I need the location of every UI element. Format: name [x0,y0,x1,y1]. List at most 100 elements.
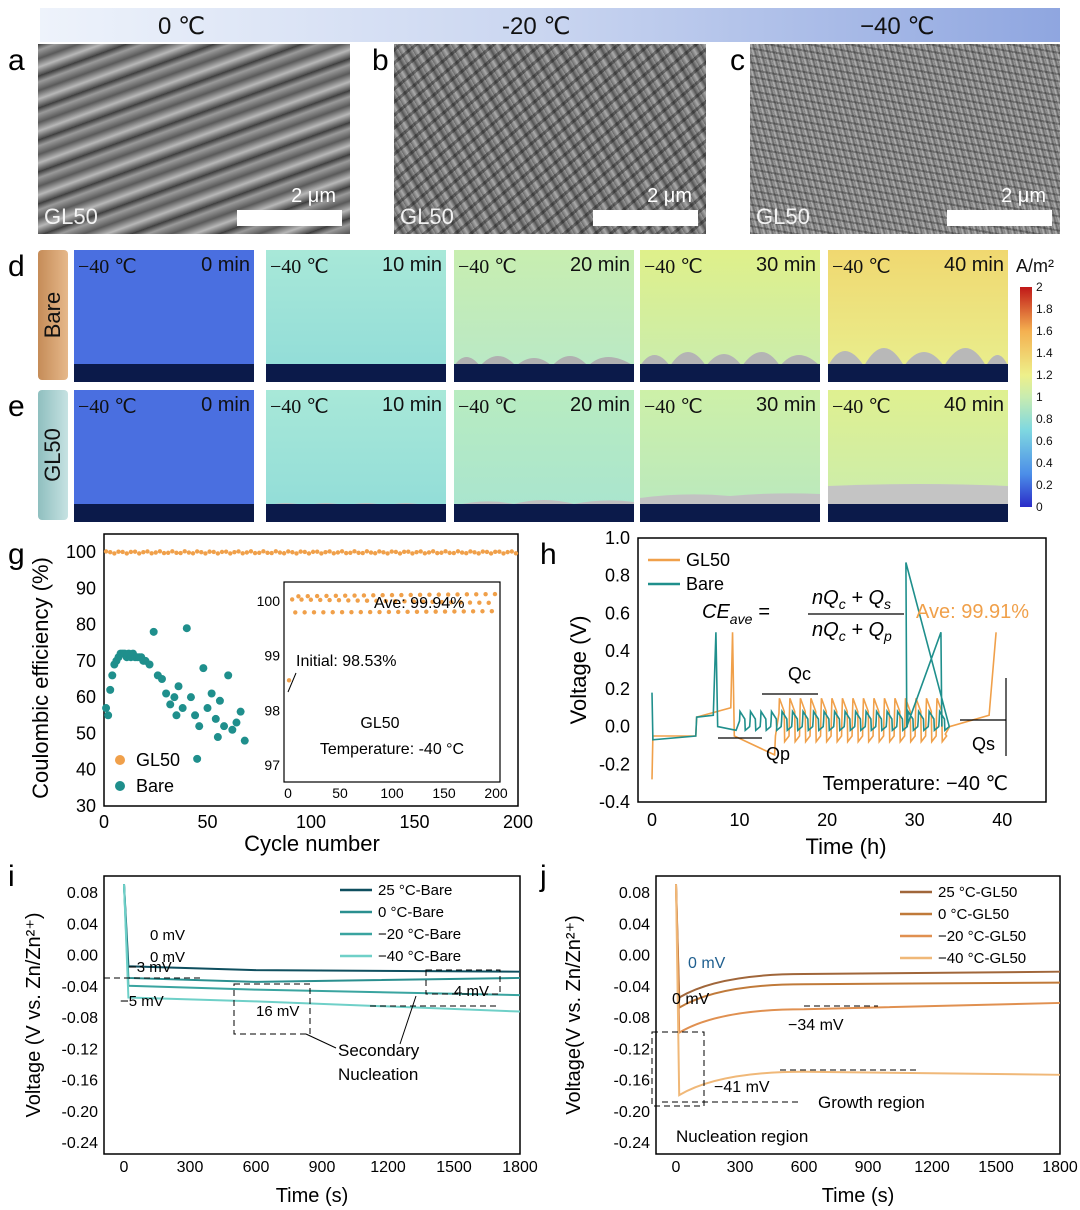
colorbar-tick: 1.8 [1036,302,1053,316]
panel-label-g: g [8,538,25,571]
inset-point [477,600,482,605]
data-point-gl50 [439,550,444,555]
y-tick-label: 0.08 [67,885,98,902]
ann-34mv: −34 mV [788,1017,844,1034]
x-tick-label: 1500 [978,1159,1014,1176]
data-point-gl50 [360,550,365,556]
row-tag-label: GL50 [40,428,65,482]
plot-frame [655,875,1061,1155]
inset-point [417,592,423,598]
data-point-gl50 [389,549,394,554]
legend-label-gl50: GL50 [686,550,730,570]
data-point-gl50 [476,551,481,556]
sem-image-20c: GL50 2 μm [394,44,706,234]
inset-point [389,592,395,598]
inset-point [464,592,470,597]
y-tick-label: -0.08 [62,1010,99,1027]
inset-point [455,592,460,597]
x-tick-label: 150 [399,812,429,832]
y-tick-label: -0.08 [614,1010,651,1027]
inset-point [467,600,473,605]
inset-point [489,608,495,614]
x-tick-label: 100 [380,785,404,801]
data-point-gl50 [236,549,241,554]
inset-point [374,598,379,604]
chart-h: -0.4 -0.2 0.0 0.2 0.4 0.6 0.8 1.0 0 10 20 30 40 Vol… [566,528,1047,859]
x-tick-label: 0 [120,1159,129,1176]
x-axis-label: Time (h) [805,834,886,859]
y-tick-label: -0.2 [599,754,630,774]
data-point-gl50 [509,549,514,554]
zn-substrate [828,364,1008,382]
scale-bar-label: 2 μm [1001,185,1046,207]
data-point-gl50 [298,549,303,554]
series-line [675,884,1061,1010]
y-tick-label: 97 [264,757,280,773]
inset-point [439,599,445,605]
sim-bare-10min: −40 ℃ 10 min [266,250,446,382]
sim-gl50-0min: −40 ℃ 0 min [74,390,254,522]
data-point-bare [195,722,204,731]
data-point-bare [215,696,224,705]
data-point-gl50 [153,550,158,555]
y-tick-label: 100 [257,593,281,609]
colorbar-tick: 0.8 [1036,412,1053,426]
data-point-bare [193,754,202,763]
ann-0mv-1: 0 mV [688,955,726,972]
data-point-gl50 [178,550,183,556]
sem-image-40c: GL50 2 μm [750,44,1060,234]
ann-3mv: −3 mV [128,959,172,976]
sim-time: 30 min [755,394,816,416]
panel-label-c: c [730,44,745,77]
data-point-gl50 [261,549,266,554]
ave-label: Ave: 99.91% [916,601,1029,623]
data-point-gl50 [385,551,390,556]
data-point-gl50 [352,549,357,554]
data-point-bare [240,736,249,745]
x-tick-label: 10 [730,810,750,830]
data-point-bare [220,722,229,731]
y-tick-label: 80 [76,615,96,635]
data-point-gl50 [161,550,167,556]
data-point-bare [203,704,212,713]
x-tick-label: 50 [332,785,348,801]
x-tick-label: 0 [672,1159,681,1176]
data-point-gl50 [215,551,221,556]
data-point-bare [102,704,111,713]
scale-bar [593,210,698,226]
annotation-boxes [651,1005,920,1107]
chart-j: 0.08 0.04 0.00 -0.04 -0.08 -0.12 -0.16 -0.20 -0.… [563,875,1078,1207]
sim-bare-0min: −40 ℃ 0 min [74,250,254,382]
data-point-bare [199,664,208,673]
colorbar-tick: 1.2 [1036,368,1053,382]
inset-temperature: Temperature: -40 °C [320,741,464,758]
data-point-gl50 [182,549,187,554]
colorbar-tick: 0 [1036,500,1043,514]
panel-label-a: a [8,44,25,77]
data-point-gl50 [468,549,473,554]
inset-point [474,592,479,597]
inset-initial-arrow [287,672,297,693]
data-point-gl50 [269,550,274,556]
data-point-gl50 [331,551,336,556]
plot-frame [103,533,519,807]
data-point-gl50 [145,549,150,554]
y-tick-label: 99 [264,648,280,664]
y-tick-label: 0.6 [605,603,630,623]
sim-time: 20 min [569,254,630,276]
inset-point [305,593,310,599]
data-point-gl50 [430,549,436,554]
data-point-gl50 [397,551,403,556]
ann-0mv-2: 0 mV [150,949,185,966]
inset-point [386,609,392,615]
data-point-gl50 [348,550,353,555]
inset-point [299,597,304,602]
data-point-gl50 [165,550,171,556]
inset-point [349,609,354,615]
inset-point [289,597,295,602]
data-point-gl50 [426,550,432,555]
inset-point [346,598,351,603]
y-tick-label: 98 [264,702,280,718]
inset-point [402,599,407,604]
inset-point [392,598,398,604]
